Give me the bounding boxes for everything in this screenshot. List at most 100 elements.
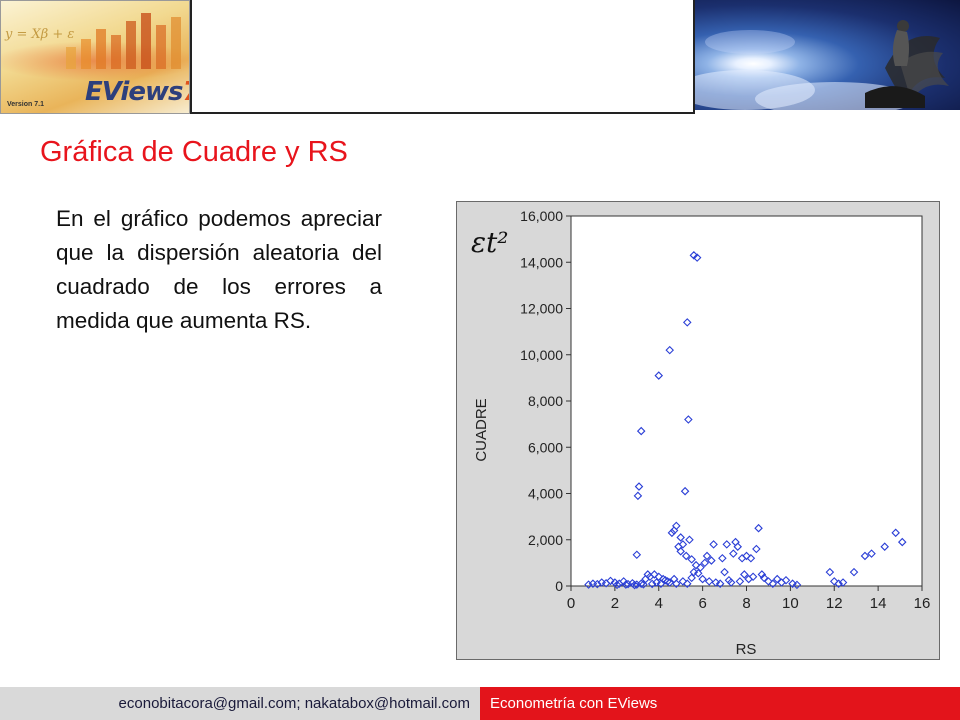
scatter-point bbox=[692, 253, 702, 262]
y-tick-label: 16,000 bbox=[520, 208, 563, 224]
scatter-point bbox=[726, 578, 736, 587]
scatter-point bbox=[633, 491, 643, 501]
y-axis-label: CUADRE bbox=[473, 398, 490, 461]
scatter-point bbox=[897, 537, 907, 547]
scatter-point bbox=[693, 569, 703, 578]
x-tick-label: 8 bbox=[742, 595, 750, 612]
scatter-point bbox=[711, 578, 721, 587]
scatter-point bbox=[612, 580, 622, 590]
scatter-point bbox=[676, 547, 685, 556]
scatter-point bbox=[667, 528, 677, 538]
scatter-point bbox=[606, 576, 615, 586]
scatter-point bbox=[663, 577, 672, 586]
scatter-point bbox=[740, 570, 749, 579]
x-tick-label: 12 bbox=[826, 595, 843, 612]
scatter-point bbox=[645, 572, 655, 582]
scatter-point bbox=[860, 551, 870, 561]
scatter-point bbox=[639, 580, 648, 589]
scatter-point bbox=[698, 574, 707, 584]
footer-course-label: Econometría con EViews bbox=[490, 695, 658, 712]
scatter-point bbox=[687, 573, 696, 583]
scatter-point bbox=[768, 579, 778, 588]
footer-emails: econobitacora@gmail.com; nakatabox@hotma… bbox=[118, 695, 470, 712]
scatter-point bbox=[630, 580, 639, 590]
header-divider-left bbox=[190, 0, 192, 114]
plot-area bbox=[570, 215, 923, 587]
scatter-point bbox=[702, 551, 712, 561]
scatter-point bbox=[676, 533, 685, 542]
scatter-point bbox=[891, 528, 900, 538]
scatter-point bbox=[678, 540, 688, 549]
scatter-point bbox=[661, 575, 670, 585]
scatter-point bbox=[636, 426, 646, 436]
scatter-point bbox=[752, 544, 761, 554]
y-tick-label: 12,000 bbox=[520, 301, 563, 317]
y-tick-label: 6,000 bbox=[528, 439, 563, 455]
scatter-point bbox=[687, 555, 696, 564]
scatter-chart: 0 2,000 4,000 6,000 8,000 10,000 12,000 14,000 1… bbox=[456, 201, 940, 660]
scatter-point bbox=[636, 579, 646, 588]
y-tick-label: 2,000 bbox=[528, 532, 563, 548]
scatter-point bbox=[834, 579, 843, 588]
x-tick-label: 16 bbox=[914, 595, 931, 612]
x-axis-label: RS bbox=[736, 641, 757, 658]
scatter-point bbox=[643, 570, 653, 579]
logo-brand-text: EViews bbox=[85, 77, 183, 107]
scatter-point bbox=[880, 542, 889, 551]
scatter-point bbox=[652, 578, 661, 587]
footer-course: Econometría con EViews bbox=[480, 687, 960, 720]
scatter-point bbox=[709, 540, 718, 549]
slide-title: Gráfica de Cuadre y RS bbox=[40, 136, 348, 168]
y-tick-label: 10,000 bbox=[520, 347, 563, 363]
scatter-point bbox=[647, 579, 657, 589]
header-photo bbox=[695, 0, 960, 110]
scatter-point bbox=[781, 575, 791, 585]
scatter-point bbox=[680, 486, 690, 496]
scatter-point bbox=[720, 567, 729, 577]
footer-contact: econobitacora@gmail.com; nakatabox@hotma… bbox=[0, 687, 480, 720]
scatter-point bbox=[619, 577, 628, 586]
scatter-point bbox=[584, 580, 593, 589]
scatter-point bbox=[792, 580, 802, 590]
scatter-point bbox=[632, 550, 642, 560]
scatter-point bbox=[665, 345, 674, 355]
y-axis: 0 2,000 4,000 6,000 8,000 10,000 12,000 14,000 1… bbox=[520, 208, 571, 594]
epsilon-annotation: εt² bbox=[471, 226, 509, 259]
scatter-point bbox=[700, 558, 710, 568]
scatter-point bbox=[672, 579, 681, 588]
scatter-point bbox=[621, 580, 631, 589]
scatter-point bbox=[689, 251, 699, 260]
scatter-point bbox=[731, 537, 740, 547]
scatter-point bbox=[742, 551, 751, 561]
scatter-point bbox=[838, 578, 848, 587]
scatter-point bbox=[788, 579, 797, 588]
scatter-point bbox=[678, 577, 688, 586]
y-tick-label: 14,000 bbox=[520, 254, 563, 270]
scatter-point bbox=[715, 579, 725, 588]
scatter-point bbox=[757, 570, 767, 579]
scatter-point bbox=[867, 549, 876, 558]
scatter-point bbox=[654, 371, 664, 380]
scatter-point bbox=[682, 318, 692, 327]
x-axis: 0 2 4 6 8 10 12 14 16 bbox=[567, 586, 931, 612]
header-divider-right bbox=[693, 0, 695, 114]
scatter-point bbox=[849, 567, 859, 577]
scatter-point bbox=[691, 560, 701, 570]
x-tick-label: 4 bbox=[655, 595, 663, 612]
scatter-point bbox=[684, 415, 693, 424]
y-tick-label: 0 bbox=[555, 578, 563, 594]
x-tick-label: 2 bbox=[611, 595, 619, 612]
y-tick-label: 8,000 bbox=[528, 393, 563, 409]
y-tick-label: 4,000 bbox=[528, 486, 563, 502]
scatter-point bbox=[722, 540, 732, 549]
winged-figure-graphic bbox=[865, 20, 949, 108]
scatter-point bbox=[650, 570, 659, 579]
data-points bbox=[584, 251, 907, 590]
scatter-point bbox=[748, 572, 758, 582]
scatter-point bbox=[825, 567, 835, 577]
scatter-point bbox=[829, 577, 839, 586]
scatter-point bbox=[681, 551, 691, 561]
logo-brand: EViews7 bbox=[85, 77, 189, 107]
scatter-point bbox=[623, 579, 633, 589]
scatter-point bbox=[682, 579, 692, 588]
